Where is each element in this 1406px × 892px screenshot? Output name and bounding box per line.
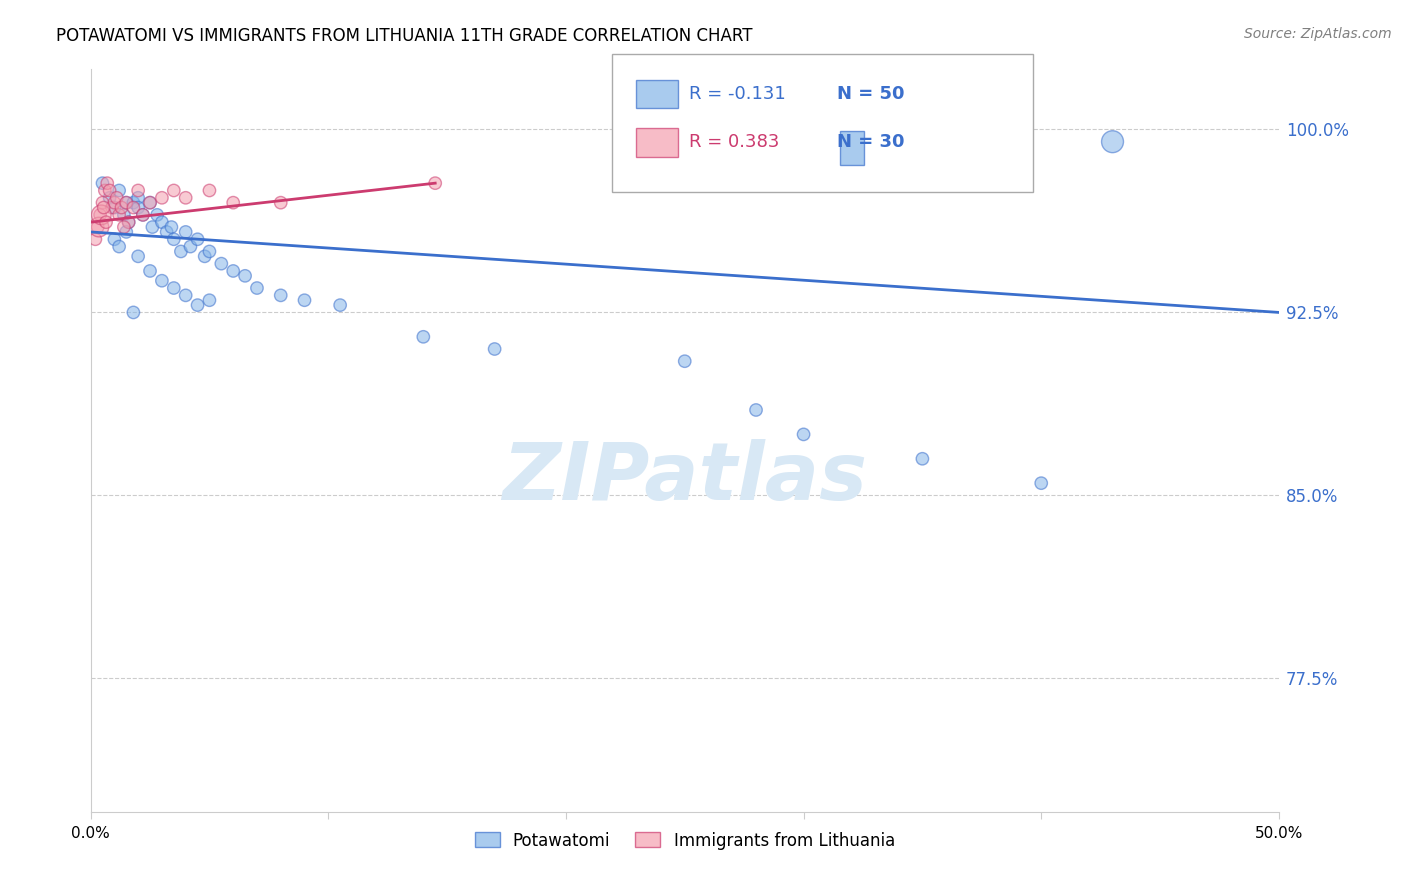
- Point: [87, 220, 110, 235]
- Point: [163, 232, 186, 246]
- Point: [132, 208, 155, 222]
- Point: [90, 208, 112, 222]
- Point: [745, 403, 768, 417]
- Point: [187, 298, 209, 312]
- Point: [96, 176, 118, 190]
- Point: [103, 232, 125, 246]
- Point: [127, 184, 149, 198]
- Point: [117, 215, 139, 229]
- Point: [112, 208, 135, 222]
- Point: [911, 451, 934, 466]
- Point: [139, 195, 162, 210]
- Point: [412, 330, 434, 344]
- Point: [673, 354, 696, 368]
- Point: [127, 191, 149, 205]
- Point: [222, 195, 245, 210]
- Point: [270, 195, 292, 210]
- Point: [103, 195, 125, 210]
- Point: [117, 215, 139, 229]
- Point: [122, 195, 145, 210]
- Point: [163, 184, 186, 198]
- Point: [150, 191, 173, 205]
- Point: [87, 220, 110, 235]
- Point: [425, 176, 447, 190]
- Point: [160, 220, 183, 235]
- Point: [112, 220, 135, 235]
- Point: [174, 288, 197, 302]
- Point: [139, 195, 162, 210]
- Point: [132, 208, 155, 222]
- Point: [84, 232, 107, 246]
- Point: [122, 305, 145, 319]
- Point: [174, 191, 197, 205]
- Point: [198, 184, 221, 198]
- Point: [127, 201, 149, 215]
- Point: [484, 342, 506, 356]
- Point: [94, 184, 117, 198]
- Point: [139, 264, 162, 278]
- Point: [89, 208, 111, 222]
- Point: [108, 184, 131, 198]
- Point: [94, 215, 117, 229]
- Point: [793, 427, 815, 442]
- Point: [156, 225, 179, 239]
- Point: [115, 195, 138, 210]
- Point: [170, 244, 193, 259]
- Text: N = 30: N = 30: [837, 133, 904, 152]
- Point: [194, 249, 217, 263]
- Point: [127, 249, 149, 263]
- Text: N = 50: N = 50: [837, 85, 904, 103]
- Point: [270, 288, 292, 302]
- Point: [101, 201, 124, 215]
- Point: [1031, 476, 1053, 491]
- Point: [98, 184, 121, 198]
- Point: [179, 239, 201, 253]
- Point: [122, 201, 145, 215]
- Point: [98, 191, 121, 205]
- Point: [141, 220, 163, 235]
- Text: R = -0.131: R = -0.131: [689, 85, 786, 103]
- Point: [105, 191, 128, 205]
- Point: [209, 257, 232, 271]
- Text: R = 0.383: R = 0.383: [689, 133, 779, 152]
- Point: [163, 281, 186, 295]
- Point: [246, 281, 269, 295]
- Point: [329, 298, 352, 312]
- Point: [91, 176, 114, 190]
- Point: [198, 244, 221, 259]
- Point: [93, 201, 115, 215]
- Point: [108, 208, 131, 222]
- Point: [174, 225, 197, 239]
- Text: Source: ZipAtlas.com: Source: ZipAtlas.com: [1244, 27, 1392, 41]
- Point: [103, 201, 125, 215]
- Point: [198, 293, 221, 308]
- Point: [294, 293, 316, 308]
- Text: POTAWATOMI VS IMMIGRANTS FROM LITHUANIA 11TH GRADE CORRELATION CHART: POTAWATOMI VS IMMIGRANTS FROM LITHUANIA …: [56, 27, 752, 45]
- Point: [150, 274, 173, 288]
- Point: [108, 239, 131, 253]
- Point: [1101, 135, 1123, 149]
- Point: [146, 208, 169, 222]
- Legend: Potawatomi, Immigrants from Lithuania: Potawatomi, Immigrants from Lithuania: [468, 825, 901, 856]
- Point: [110, 201, 132, 215]
- Point: [150, 215, 173, 229]
- Point: [222, 264, 245, 278]
- Point: [115, 195, 138, 210]
- Text: ZIPatlas: ZIPatlas: [502, 439, 868, 516]
- Point: [233, 268, 256, 283]
- Point: [91, 195, 114, 210]
- Point: [115, 225, 138, 239]
- Point: [187, 232, 209, 246]
